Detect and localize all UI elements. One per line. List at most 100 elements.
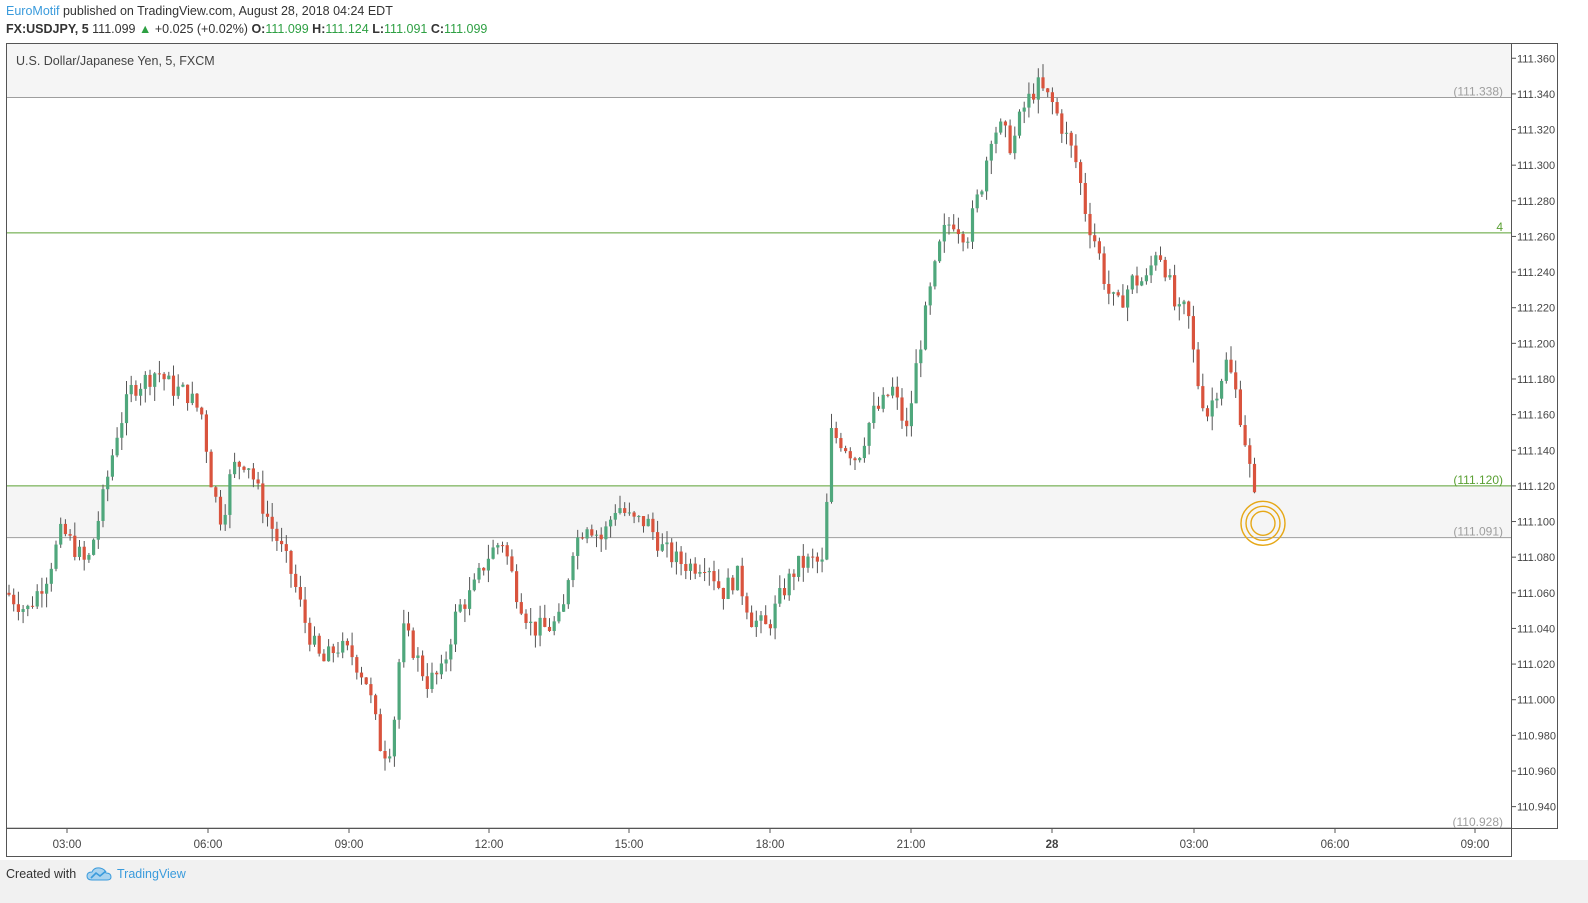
candle-body bbox=[952, 224, 956, 230]
candle-body bbox=[1069, 132, 1073, 146]
candle-body bbox=[1017, 111, 1022, 136]
candle-body bbox=[933, 261, 937, 287]
candle-body bbox=[923, 305, 928, 350]
candle-body bbox=[646, 518, 650, 527]
candle-body bbox=[336, 652, 340, 654]
candle-body bbox=[435, 672, 439, 675]
candle-body bbox=[557, 611, 561, 622]
candle-body bbox=[538, 617, 542, 636]
candle-body bbox=[1041, 77, 1045, 89]
candle-body bbox=[110, 455, 114, 477]
candle-body bbox=[735, 565, 740, 591]
author-link[interactable]: EuroMotif bbox=[6, 4, 60, 18]
candle-body bbox=[256, 479, 260, 484]
candle-body bbox=[604, 526, 608, 540]
candle-body bbox=[477, 567, 481, 580]
candle-body bbox=[374, 695, 378, 715]
candle-body bbox=[829, 428, 834, 502]
candle-body bbox=[171, 375, 176, 396]
candle-body bbox=[40, 591, 44, 594]
candle-body bbox=[1149, 265, 1153, 276]
price-axis[interactable]: 111.360 111.340 111.320 111.300 111.280 111.2… bbox=[1512, 43, 1558, 829]
candle-body bbox=[787, 573, 791, 596]
candle-body bbox=[703, 572, 707, 574]
candle-body bbox=[411, 630, 415, 658]
candle-body bbox=[1022, 107, 1026, 112]
candle-body bbox=[881, 394, 885, 409]
candle-body bbox=[1121, 295, 1125, 308]
candle-body bbox=[726, 577, 730, 599]
price-tick-label: 111.120 bbox=[1517, 481, 1555, 493]
candle-body bbox=[289, 550, 293, 574]
horizontal-line-label: (111.338) bbox=[1453, 84, 1503, 98]
last-price-marker bbox=[1250, 510, 1276, 537]
candle-body bbox=[632, 512, 636, 517]
open-value: 111.099 bbox=[265, 22, 309, 36]
candle-body bbox=[1154, 255, 1158, 266]
candle-body bbox=[1187, 301, 1191, 317]
candle-body bbox=[369, 684, 373, 696]
candle-body bbox=[1252, 463, 1257, 493]
candle-body bbox=[186, 384, 190, 404]
candle-body bbox=[1130, 275, 1134, 290]
shaded-zone bbox=[7, 485, 1511, 538]
candle-body bbox=[660, 544, 664, 551]
candle-body bbox=[1140, 281, 1144, 286]
candle-body bbox=[745, 596, 749, 613]
symbol-line: FX:USDJPY, 5 111.099 ▲ +0.025 (+0.02%) O… bbox=[6, 22, 487, 36]
time-tick-label: 03:00 bbox=[53, 839, 82, 851]
candle-body bbox=[82, 546, 86, 560]
candle-body bbox=[764, 615, 768, 625]
price-tick-label: 111.300 bbox=[1517, 160, 1555, 172]
horizontal-line-label: 4 bbox=[1496, 220, 1503, 234]
time-axis[interactable]: 03:00 06:00 09:00 12:00 15:00 18:00 21:00 28 03:… bbox=[6, 829, 1512, 857]
candle-body bbox=[1229, 359, 1233, 373]
price-tick-label: 111.080 bbox=[1517, 552, 1555, 564]
time-tick-label: 09:00 bbox=[335, 839, 364, 851]
candle-body bbox=[806, 556, 810, 568]
candle-body bbox=[12, 594, 16, 605]
candle-body bbox=[872, 405, 876, 424]
price-tick-label: 110.940 bbox=[1517, 802, 1556, 814]
candle-body bbox=[388, 756, 392, 759]
time-tick-label: 21:00 bbox=[897, 839, 926, 851]
candle-body bbox=[312, 635, 317, 645]
candle-body bbox=[900, 397, 904, 421]
candle-body bbox=[750, 612, 754, 628]
candle-body bbox=[510, 556, 514, 572]
candle-body bbox=[1163, 259, 1167, 278]
candle-body bbox=[754, 620, 758, 628]
candle-body bbox=[458, 604, 462, 612]
candle-body bbox=[209, 451, 213, 488]
candle-body bbox=[688, 563, 693, 571]
candle-body bbox=[825, 501, 829, 560]
candle-body bbox=[195, 393, 199, 408]
candle-body bbox=[961, 234, 965, 243]
candle-body bbox=[1083, 182, 1087, 214]
candle-body bbox=[265, 513, 270, 517]
candle-body bbox=[975, 194, 979, 209]
candle-body bbox=[7, 592, 11, 595]
candle-body bbox=[162, 373, 166, 380]
tradingview-cloud-icon bbox=[86, 867, 112, 881]
candle-body bbox=[707, 571, 711, 573]
candle-body bbox=[49, 568, 53, 584]
candle-body bbox=[1210, 400, 1214, 417]
candle-body bbox=[670, 542, 674, 563]
candle-body bbox=[942, 224, 946, 242]
candle-body bbox=[73, 535, 77, 557]
tradingview-link[interactable]: TradingView bbox=[117, 867, 186, 881]
candle-body bbox=[242, 466, 246, 470]
candle-body bbox=[453, 611, 458, 645]
price-tick-label: 111.140 bbox=[1517, 445, 1555, 457]
symbol-label: FX:USDJPY, 5 bbox=[6, 22, 89, 36]
chart-pane[interactable]: (111.338) 4 (111.120) (111.091) (110.928) U.… bbox=[6, 43, 1512, 829]
candle-body bbox=[820, 559, 824, 562]
price-tick-label: 111.180 bbox=[1517, 374, 1555, 386]
candlestick-chart[interactable]: (111.338) 4 (111.120) (111.091) (110.928) U.… bbox=[7, 44, 1511, 828]
candle-body bbox=[1224, 359, 1228, 381]
candle-body bbox=[571, 555, 575, 581]
candle-body bbox=[505, 545, 509, 557]
candle-body bbox=[101, 489, 105, 521]
candle-body bbox=[190, 393, 194, 404]
